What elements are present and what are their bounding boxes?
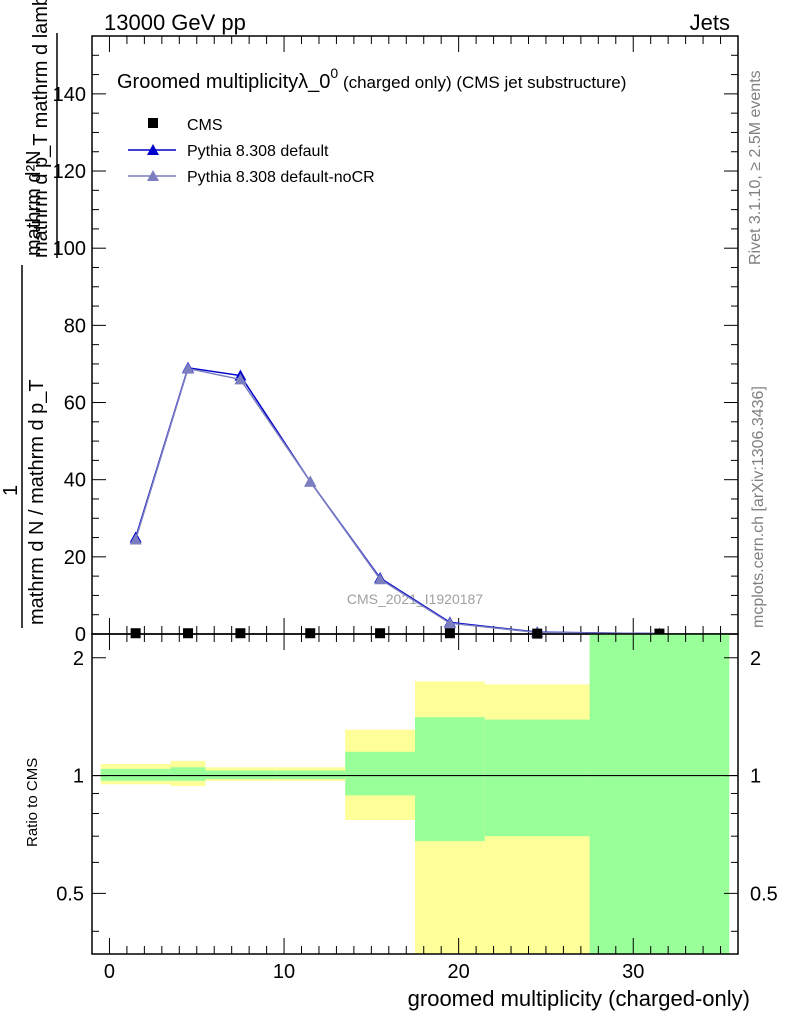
legend-label-default: Pythia 8.308 default [187,143,329,160]
legend-label-nocr: Pythia 8.308 default-noCR [187,169,375,186]
series-point [182,362,195,374]
header-process: Jets [690,10,730,35]
ratio-plot-panel: 0.5 0.5 1 1 2 2 0 10 20 30 Ratio to CMS groomed … [24,633,778,1011]
cms-point [130,628,141,639]
legend-nocr-marker [147,170,159,181]
cms-point [444,628,455,639]
main-ylabel: mathrm d²N mathrm d p_T mathrm d lambda … [0,0,58,628]
ratio-y-tick-label-right: 2 [750,648,761,670]
x-axis-label: groomed multiplicity (charged-only) [408,986,750,1011]
plot-title-sup: 0 [330,65,338,81]
y-tick-label: 80 [64,315,86,337]
rivet-label: Rivet 3.1.10, ≥ 2.5M events [747,70,764,265]
y-tick-label: 0 [75,624,86,646]
ylabel-denominator: mathrm d p_T mathrm d lambda [30,0,52,258]
series-point [234,373,247,385]
ratio-band-inner [484,719,590,837]
series-point [443,617,456,629]
ratio-band-inner [415,717,485,842]
ratio-x-axis: 0 10 20 30 [104,634,722,983]
cms-point [305,628,316,639]
x-tick-label: 0 [104,961,115,983]
plot-title: Groomed multiplicityλ_00 (charged only) … [117,65,626,93]
ratio-band-inner [275,770,346,779]
cms-point [375,628,386,639]
analysis-watermark: CMS_2021_I1920187 [347,591,483,607]
ratio-y-tick-label-right: 0.5 [750,883,778,905]
legend-cms-marker [148,118,158,128]
plot-title-suffix: (charged only) (CMS jet substructure) [338,73,626,92]
ratio-y-tick-label: 0.5 [56,883,84,905]
ratio-y-tick-label: 2 [73,648,84,670]
ratio-ylabel: Ratio to CMS [24,758,41,847]
mcplots-label: mcplots.cern.ch [arXiv:1306.3436] [750,386,767,628]
ratio-band-inner [170,767,206,781]
main-y-axis: 0 20 40 60 80 100 120 140 [53,35,738,646]
ylabel-numerator: mathrm d²N [23,150,45,256]
ratio-band-inner [589,634,730,954]
main-plot-panel: 0 20 40 60 80 100 120 140 CMS_2021_I1920187 Gro… [53,35,739,646]
cms-point [235,628,246,639]
ratio-band-inner [100,768,171,781]
y-tick-label: 20 [64,547,86,569]
x-tick-label: 20 [448,961,470,983]
series-point [129,533,142,545]
y-tick-label: 120 [53,161,86,183]
y-tick-label: 140 [53,84,86,106]
ratio-band-inner [205,770,276,779]
series-line [134,367,660,635]
main-x-axis [108,36,722,634]
y-tick-label: 40 [64,470,86,492]
y-tick-label: 60 [64,393,86,415]
cms-point [183,628,194,639]
legend-default-marker [147,144,159,155]
legend-label-cms: CMS [187,117,223,134]
ratio-y-axis: 0.5 0.5 1 1 2 2 [56,648,778,932]
plot-title-main: Groomed multiplicityλ_0 [117,71,330,93]
ratio-y-tick-label-right: 1 [750,766,761,788]
series-point [304,475,317,487]
x-tick-label: 10 [273,961,295,983]
ratio-y-tick-label: 1 [73,766,84,788]
ratio-plot-frame [91,633,739,955]
y-tick-label: 100 [53,238,86,260]
series-point [374,573,387,585]
legend: CMS Pythia 8.308 default Pythia 8.308 de… [128,117,375,186]
x-tick-label: 30 [622,961,644,983]
header-energy: 13000 GeV pp [104,10,246,35]
ylabel-one: 1 [0,485,22,496]
ylabel-outer-denominator: mathrm d N / mathrm d p_T [26,379,48,625]
ratio-band-inner [345,751,415,796]
ratio-bands [100,634,730,954]
